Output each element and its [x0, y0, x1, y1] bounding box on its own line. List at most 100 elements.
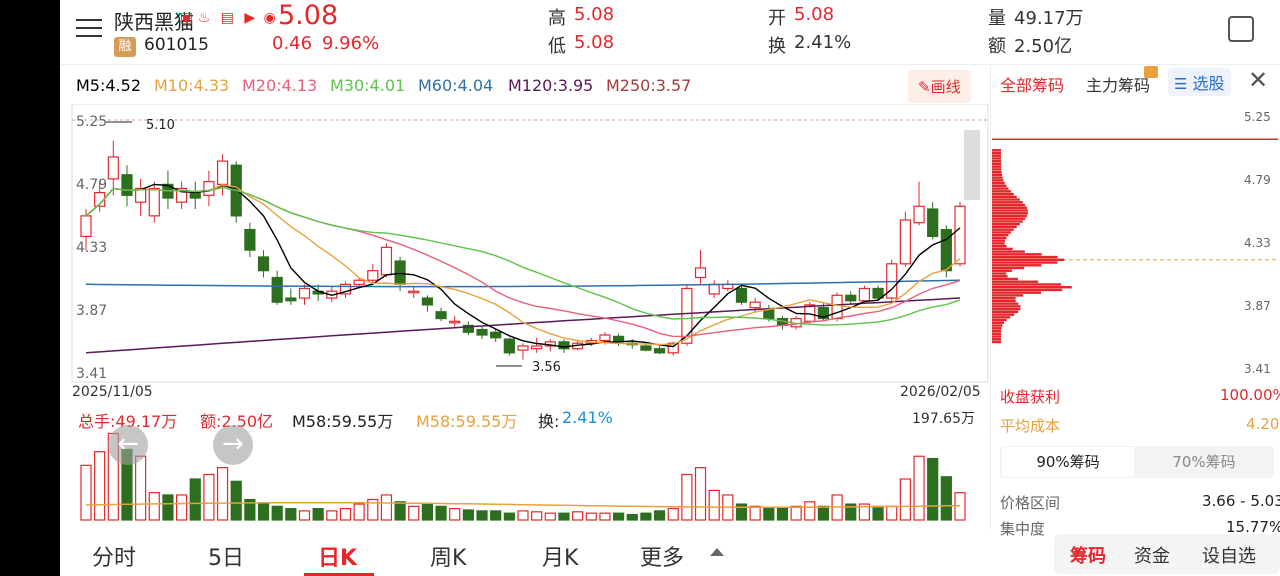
candle-body [667, 342, 679, 354]
candle-body [640, 345, 652, 351]
volume-bar [203, 473, 215, 521]
high-marker-label: 5.10 [146, 118, 175, 133]
volume-bar [544, 512, 556, 521]
open-label: 开 [768, 8, 786, 29]
chip-bar [992, 272, 1007, 275]
period-tabs: 分时 5日 日K 周K 月K 更多 [60, 530, 990, 576]
volume-bar [572, 511, 584, 521]
chip-bar [992, 217, 1026, 220]
chip-bar [992, 310, 1019, 314]
chart-frame [71, 104, 989, 383]
draw-line-button[interactable]: ✎画线 [908, 70, 971, 103]
stock-app: 陕西黑猫 ▣ ♨ ▤ ▶ ◉ 5.08 融 601015 0.46 9.96% … [60, 0, 1280, 576]
scroll-right-button[interactable]: → [213, 425, 253, 465]
chip-bar [992, 258, 1065, 262]
promo-icons[interactable]: ▣ ♨ ▤ ▶ ◉ [180, 10, 276, 26]
chip-bar [992, 321, 1004, 325]
current-price: 5.08 [278, 0, 339, 31]
tv-icon[interactable]: ▤ [220, 10, 234, 26]
red-packet-icon[interactable]: ▣ [180, 10, 194, 26]
scroll-left-button[interactable]: ← [108, 425, 148, 465]
bell-icon[interactable]: ◉ [263, 10, 276, 26]
volume-bar [449, 508, 461, 521]
menu-icon[interactable] [76, 13, 102, 43]
candle-body [749, 301, 761, 309]
chip-bar [992, 151, 1002, 155]
close-icon[interactable]: ✕ [1248, 66, 1269, 94]
volume-value: 49.17万 [1014, 8, 1084, 29]
lock-icon [1144, 66, 1158, 78]
volume-bar [694, 467, 707, 521]
chip-bar [992, 170, 1002, 174]
avg-cost-value: 4.20 [1246, 415, 1280, 433]
chip-y-label: 4.79 [1244, 173, 1271, 187]
tab-monthly-k[interactable]: 月K [542, 546, 579, 571]
tab-main-chips[interactable]: 主力筹码 [1086, 76, 1151, 95]
candle-body [449, 320, 461, 324]
volume-bar [490, 510, 502, 521]
select-stock-button[interactable]: ☰ 选股 [1168, 68, 1231, 96]
chip-bar [992, 329, 1002, 333]
active-tab-underline [304, 573, 374, 576]
volume-bar [435, 505, 447, 521]
seg-70-button[interactable]: 70%筹码 [1172, 453, 1236, 471]
volume-bar [421, 503, 434, 521]
volume-m58b-label: M58:59.55万 [416, 412, 518, 431]
tab-5day[interactable]: 5日 [208, 546, 244, 571]
chip-bar [992, 209, 1028, 212]
chip-bar [992, 206, 1027, 209]
chip-bar [992, 264, 1042, 267]
chip-bar [992, 255, 1058, 259]
turnover-value: 2.41% [794, 32, 852, 53]
chips-button[interactable]: 筹码 [1070, 546, 1106, 567]
candle-body [175, 187, 188, 203]
funds-button[interactable]: 资金 [1134, 546, 1170, 567]
chip-bar [992, 327, 1002, 330]
volume-bar [776, 506, 789, 521]
chip-bar [992, 288, 1063, 292]
volume-bar [599, 512, 611, 521]
candle-body [503, 338, 515, 354]
chip-bar [992, 239, 1006, 242]
volume-bar [735, 503, 748, 521]
y-axis-label: 5.25 [76, 114, 107, 130]
candle-body [421, 297, 434, 306]
chip-bar [992, 195, 1017, 199]
chip-bar [992, 181, 1005, 185]
candlestick-chart[interactable]: 5.25 4.79 4.33 3.87 3.41 5.10 3.56 2025/11/05 20… [60, 104, 990, 402]
fullscreen-icon[interactable] [1228, 16, 1254, 42]
volume-bar [285, 508, 297, 521]
tab-weekly-k[interactable]: 周K [430, 546, 467, 571]
volume-m58-label: M58:59.55万 [292, 412, 394, 431]
add-watchlist-button[interactable]: 设自选 [1202, 546, 1256, 567]
chip-bar [992, 187, 1009, 190]
candle-body [244, 228, 256, 251]
tab-more[interactable]: 更多 [640, 546, 685, 571]
candle-body [927, 208, 939, 238]
chip-bar [992, 231, 1011, 234]
volume-bar [189, 478, 201, 521]
volume-bar [162, 494, 174, 521]
live-icon[interactable]: ▶ [244, 10, 256, 26]
chip-y-label: 5.25 [1244, 110, 1271, 124]
tab-timeshare[interactable]: 分时 [92, 546, 137, 571]
range-label: 价格区间 [1000, 494, 1061, 512]
caret-up-icon[interactable] [710, 548, 724, 556]
high-value: 5.08 [574, 4, 615, 25]
chip-bar [992, 228, 1014, 231]
chip-bar [992, 269, 1012, 272]
chip-bar [992, 283, 1062, 286]
tab-all-chips[interactable]: 全部筹码 [1000, 76, 1065, 95]
price-change-pct: 9.96% [322, 33, 380, 54]
seg-90-button[interactable]: 90%筹码 [1002, 447, 1134, 477]
volume-bar [503, 512, 515, 521]
chip-bar [992, 244, 1007, 248]
volume-bar [790, 505, 802, 521]
volume-turn-prefix: 换: [538, 412, 560, 431]
candle-body [694, 267, 707, 279]
fire-icon[interactable]: ♨ [197, 10, 211, 26]
tab-daily-k[interactable]: 日K [318, 546, 358, 571]
candle-body [599, 334, 611, 342]
volume-chart[interactable] [60, 428, 990, 522]
volume-bar [216, 467, 229, 521]
